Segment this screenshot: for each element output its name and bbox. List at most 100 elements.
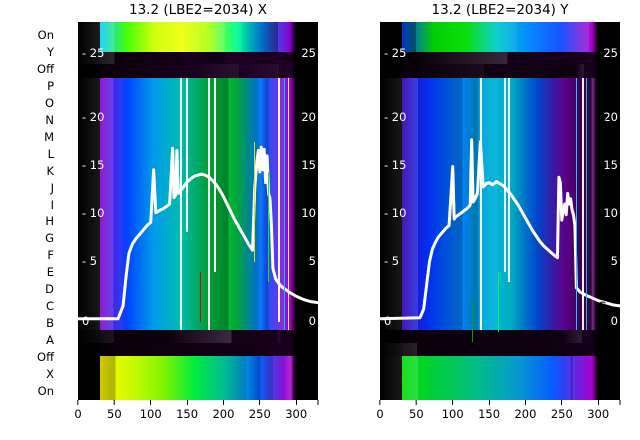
category-label-j-9: J: [50, 180, 54, 195]
panel-x-spike-4: [254, 142, 256, 262]
panel-y-ytick-right-0: 0: [610, 314, 618, 328]
category-label-p-3: P: [47, 78, 54, 93]
panel-y-spike-6: [498, 272, 499, 332]
panel-y-spike-3: [576, 78, 578, 330]
panel-y-ytick-right-25: 25: [603, 46, 618, 60]
panel-y-title: 13.2 (LBE2=2034) Y: [431, 2, 569, 18]
category-label-g-12: G: [45, 231, 54, 246]
panel-x-xtick-0: 0: [74, 400, 82, 421]
panel-y-ytick-left-25: - 25: [384, 46, 407, 60]
panel-y-plot-area[interactable]: - 25 - 20 - 15 - 10 - 5 0 25 20 15 10 5 0: [380, 22, 620, 400]
category-label-m-6: M: [44, 129, 54, 144]
curve-path-y: [380, 140, 620, 319]
panel-y-xtick-300: 300: [587, 400, 609, 421]
heat-noise-overlay: [380, 356, 620, 400]
panel-y-ytick-right-5: 5: [610, 254, 618, 268]
category-label-k-8: K: [46, 163, 54, 178]
panel-y-ytick-right-20: 20: [603, 110, 618, 124]
panel-x-ytick-right-20: 20: [301, 110, 316, 124]
category-label-l-7: L: [598, 146, 605, 161]
panel-y-ytick-left-0: 0: [384, 314, 392, 328]
panel-y-xtick-100: 100: [442, 400, 464, 421]
panel-x-band-dark-4: [78, 343, 318, 356]
panel-y-xtick-50: 50: [409, 400, 424, 421]
panel-x-ytick-left-0: 0: [82, 314, 90, 328]
panel-y-ytick-left-5: - 5: [384, 254, 400, 268]
heat-noise-overlay: [78, 343, 318, 356]
heat-noise-overlay: [380, 52, 620, 64]
category-label-f-13: F: [47, 248, 54, 263]
panel-x-xtick-50: 50: [107, 400, 122, 421]
category-label-f-13: F: [598, 248, 605, 263]
panel-x-band-dark-1: [78, 52, 318, 64]
panel-y: 13.2 (LBE2=2034) Y - 25 - 20 - 15 - 10 - 5 0 2…: [380, 2, 620, 400]
panel-x-x-axis: 0 50 100 150 200 250 300: [74, 400, 319, 434]
category-label-on-21: On: [598, 384, 615, 398]
category-label-e-14: E: [46, 265, 54, 280]
panel-y-spike-0: [480, 78, 482, 330]
panel-x-xtick-150: 150: [176, 400, 198, 421]
panel-y-spike-7: [472, 302, 473, 342]
panel-x-ytick-right-15: 15: [301, 158, 316, 172]
heat-noise-overlay: [78, 22, 318, 52]
panel-x-profile-curve: [78, 22, 318, 400]
panel-x-ytick-left-25: - 25: [82, 46, 105, 60]
panel-x-ytick-right-25: 25: [301, 46, 316, 60]
panel-x: 13.2 (LBE2=2034) X - 25 - 20 - 15 - 10 - 5 0 2…: [78, 2, 318, 400]
category-label-c-16: C: [45, 299, 54, 314]
panel-x-xtick-250: 250: [249, 400, 271, 421]
panel-y-band-bottom: [380, 356, 620, 400]
category-label-b-17: B: [598, 316, 606, 331]
category-label-off-2: Off: [37, 61, 54, 76]
panel-x-ytick-left-5: - 5: [82, 254, 98, 268]
heat-noise-overlay: [78, 330, 318, 343]
panel-y-spike-2: [508, 78, 510, 282]
panel-y-band-dark-2: [380, 64, 620, 78]
panel-x-ytick-right-5: 5: [308, 254, 316, 268]
panel-y-xtick-150: 150: [478, 400, 500, 421]
panel-x-xtick-edge: [317, 400, 319, 405]
panel-y-ytick-right-15: 15: [603, 158, 618, 172]
category-label-on-21: On: [37, 384, 54, 398]
category-label-off-2: Off: [598, 61, 615, 76]
category-label-y-1: Y: [598, 44, 606, 59]
panel-y-band-dark-3: [380, 330, 620, 343]
panel-x-band-dark-3: [78, 330, 318, 343]
panel-x-ytick-left-20: - 20: [82, 110, 105, 124]
category-label-g-12: G: [598, 231, 607, 246]
panel-y-ytick-left-15: - 15: [384, 158, 407, 172]
panel-y-xtick-200: 200: [514, 400, 536, 421]
heat-noise-overlay: [78, 52, 318, 64]
panel-y-spike-1: [504, 78, 506, 272]
category-labels-right: On Y Off P O N M L K J I H G F E D C B A Off X On: [598, 22, 640, 400]
panel-x-spike-6: [278, 78, 280, 322]
category-label-k-8: K: [598, 163, 606, 178]
panel-x-spike-7: [284, 78, 286, 330]
category-label-i-10: I: [50, 197, 54, 212]
panel-y-spike-4: [582, 78, 584, 330]
category-label-j-9: J: [598, 180, 602, 195]
panel-y-x-axis: 0 50 100 150 200 250 300: [376, 400, 621, 434]
category-label-o-4: O: [598, 95, 608, 110]
panel-y-xtick-250: 250: [551, 400, 573, 421]
curve-path-x: [78, 147, 318, 319]
panel-y-ytick-left-20: - 20: [384, 110, 407, 124]
category-label-o-4: O: [44, 95, 54, 110]
category-label-n-5: N: [598, 112, 607, 127]
panel-x-ytick-left-15: - 15: [82, 158, 105, 172]
category-label-on-0: On: [37, 28, 54, 42]
panel-x-ytick-left-10: - 10: [82, 206, 105, 220]
panel-x-xtick-100: 100: [140, 400, 162, 421]
panel-x-spike-8: [288, 78, 290, 330]
panel-y-ytick-left-10: - 10: [384, 206, 407, 220]
panel-x-plot-area[interactable]: - 25 - 20 - 15 - 10 - 5 0 25 20 15 10 5 0: [78, 22, 318, 400]
category-label-y-1: Y: [46, 44, 54, 59]
panel-x-ytick-right-0: 0: [308, 314, 316, 328]
panel-x-xtick-300: 300: [285, 400, 307, 421]
panel-x-title: 13.2 (LBE2=2034) X: [129, 2, 267, 18]
category-label-x-20: X: [46, 367, 54, 382]
panel-y-band-dark-4: [380, 343, 620, 356]
category-label-p-3: P: [598, 78, 605, 93]
heat-noise-overlay: [380, 78, 620, 330]
